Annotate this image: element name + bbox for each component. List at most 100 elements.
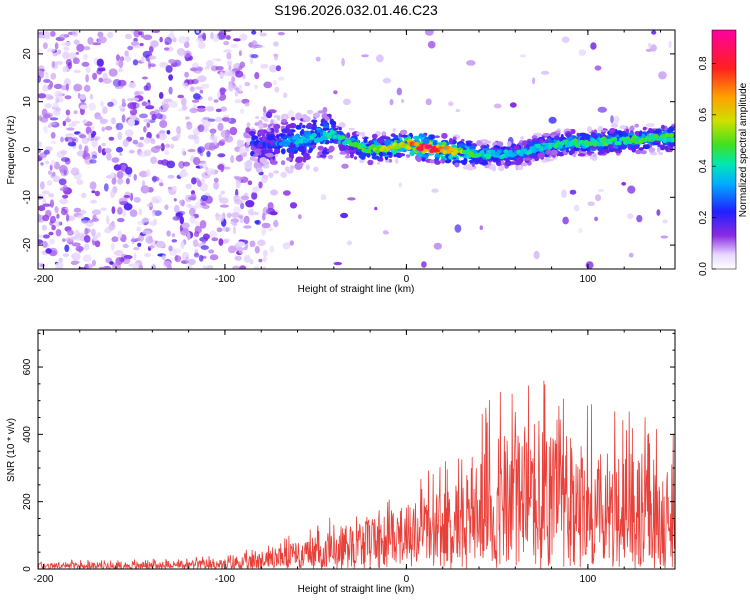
- noise-cell: [289, 202, 298, 209]
- band-cell: [492, 157, 499, 162]
- noise-cell: [215, 213, 221, 217]
- band-cell: [484, 165, 489, 169]
- x-tick-label: 0: [404, 274, 410, 285]
- noise-cell: [202, 265, 207, 269]
- y-tick-label: -10: [22, 190, 33, 205]
- band-cell: [313, 166, 319, 172]
- band-cell: [289, 142, 294, 149]
- noise-cell: [52, 175, 61, 183]
- noise-cell: [263, 106, 267, 113]
- noise-cell: [192, 239, 199, 248]
- noise-cell: [207, 96, 213, 102]
- y-tick-label: 10: [22, 96, 33, 108]
- noise-cell: [168, 86, 173, 95]
- noise-cell: [164, 98, 173, 103]
- noise-cell: [111, 236, 119, 243]
- band-cell: [286, 124, 294, 129]
- noise-cell: [199, 89, 204, 94]
- noise-cell: [50, 140, 57, 144]
- band-cell: [262, 141, 267, 148]
- noise-cell: [548, 116, 557, 124]
- noise-cell: [159, 36, 163, 43]
- noise-cell: [143, 137, 151, 144]
- ridge-cell: [490, 149, 496, 154]
- noise-cell: [259, 32, 267, 37]
- noise-cell: [217, 153, 226, 158]
- noise-cell: [49, 117, 59, 121]
- noise-cell: [73, 39, 80, 45]
- noise-cell: [65, 109, 71, 116]
- noise-cell: [228, 83, 234, 92]
- noise-cell: [139, 113, 148, 119]
- noise-cell: [258, 181, 263, 189]
- band-cell: [642, 126, 647, 131]
- band-cell: [328, 145, 335, 152]
- noise-cell: [206, 150, 211, 158]
- noise-cell: [127, 118, 135, 127]
- noise-cell: [221, 117, 230, 122]
- noise-cell: [172, 248, 182, 254]
- noise-cell: [38, 93, 47, 99]
- noise-cell: [60, 208, 68, 216]
- band-cell: [441, 158, 445, 164]
- noise-cell: [218, 139, 226, 146]
- noise-cell: [157, 159, 164, 165]
- band-cell: [516, 157, 521, 162]
- noise-cell: [374, 206, 378, 211]
- noise-cell: [230, 43, 239, 49]
- noise-cell: [116, 170, 124, 179]
- band-cell: [376, 137, 385, 144]
- noise-cell: [134, 237, 141, 242]
- band-cell: [359, 131, 366, 136]
- band-cell: [400, 129, 408, 135]
- noise-cell: [91, 131, 97, 136]
- ridge-cell: [631, 135, 637, 140]
- ridge-cell: [670, 137, 675, 143]
- snr-ylabel: SNR (10 * v/v): [6, 418, 17, 482]
- noise-cell: [217, 91, 221, 99]
- noise-cell: [62, 66, 68, 73]
- noise-cell: [193, 252, 200, 258]
- noise-cell: [228, 245, 236, 254]
- noise-cell: [169, 30, 174, 39]
- y-tick-label: 200: [22, 493, 33, 510]
- noise-cell: [209, 135, 219, 142]
- band-cell: [586, 151, 595, 154]
- noise-cell: [280, 171, 288, 178]
- band-cell: [367, 159, 374, 166]
- noise-cell: [220, 164, 225, 173]
- noise-cell: [146, 203, 154, 208]
- noise-cell: [233, 175, 240, 179]
- noise-cell: [150, 156, 158, 164]
- band-cell: [253, 140, 259, 146]
- noise-cell: [651, 30, 657, 35]
- noise-cell: [239, 265, 247, 269]
- noise-cell: [118, 60, 124, 69]
- noise-cell: [183, 82, 189, 89]
- band-cell: [638, 130, 643, 137]
- noise-cell: [43, 149, 51, 155]
- band-cell: [642, 144, 651, 150]
- noise-cell: [146, 168, 151, 177]
- noise-cell: [71, 252, 81, 261]
- ridge-cell: [531, 148, 537, 154]
- band-cell: [327, 154, 334, 160]
- band-cell: [286, 129, 293, 135]
- noise-cell: [647, 42, 652, 48]
- noise-cell: [185, 256, 189, 264]
- noise-cell: [60, 149, 68, 155]
- ridge-cell: [664, 132, 670, 138]
- band-cell: [396, 139, 401, 144]
- band-cell: [324, 116, 330, 121]
- band-cell: [434, 157, 440, 161]
- colorbar-tick-label: 0.0: [698, 262, 709, 276]
- noise-cell: [139, 42, 144, 47]
- noise-cell: [431, 188, 439, 193]
- noise-cell: [189, 207, 196, 217]
- noise-cell: [143, 34, 153, 41]
- noise-cell: [138, 31, 143, 36]
- band-cell: [322, 106, 328, 114]
- noise-cell: [181, 222, 190, 229]
- band-cell: [322, 127, 330, 131]
- noise-cell: [186, 231, 191, 241]
